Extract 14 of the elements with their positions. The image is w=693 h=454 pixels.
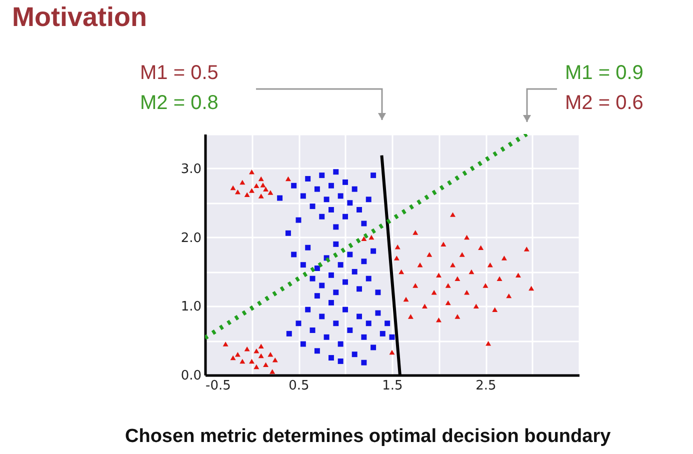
- text: M1 = 0.5: [140, 62, 218, 85]
- text: M2 = 0.6: [565, 92, 644, 115]
- y-tick-label: 0.0: [180, 368, 202, 384]
- x-tick-label: 0.5: [288, 378, 310, 394]
- x-tick-label: -0.5: [206, 378, 231, 394]
- x-tick-label: 2.5: [476, 378, 496, 394]
- text: Chosen metric determines optimal decision boundary: [125, 426, 611, 448]
- x-tick-label: 1.5: [382, 378, 403, 394]
- y-tick-label: 2.0: [180, 230, 202, 246]
- chart-title: Motivation: [12, 2, 147, 33]
- y-tick-label: 3.0: [180, 162, 202, 177]
- text: M2 = 0.8: [140, 92, 218, 115]
- y-tick-label: 1.0: [180, 300, 202, 315]
- text: M1 = 0.9: [565, 62, 644, 85]
